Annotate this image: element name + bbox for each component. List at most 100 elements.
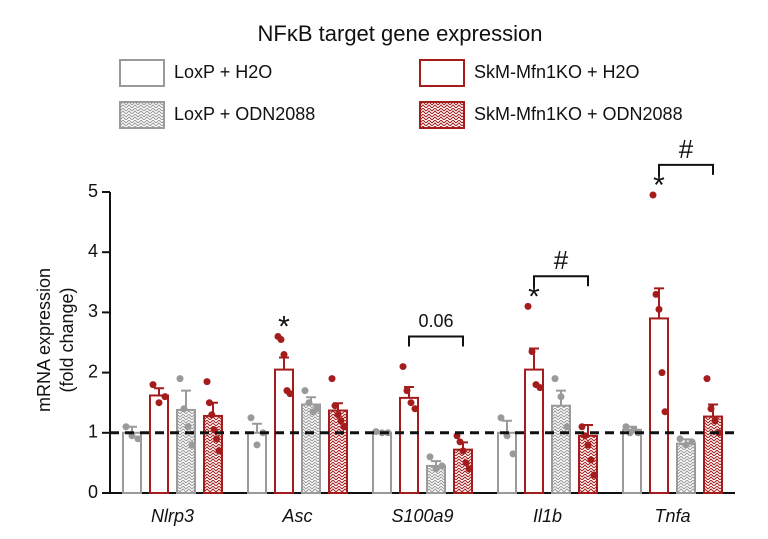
data-point: [122, 423, 130, 431]
error-bar: [431, 460, 441, 466]
x-tick-label: Asc: [281, 506, 312, 526]
bar: [274, 368, 294, 494]
bar: [622, 428, 642, 495]
legend-label: LoxP + ODN2088: [174, 104, 315, 124]
data-point: [649, 191, 657, 199]
data-point: [208, 411, 216, 419]
data-point: [652, 290, 660, 298]
data-point: [305, 399, 313, 407]
data-point: [703, 375, 711, 383]
data-point: [313, 405, 321, 413]
bar: [301, 403, 321, 495]
annotation: *: [528, 280, 540, 313]
data-point: [188, 441, 196, 449]
data-point: [176, 375, 184, 383]
data-point: [149, 381, 157, 389]
data-point: [551, 375, 559, 383]
data-point: [622, 423, 630, 431]
bar: [676, 442, 696, 494]
data-point: [661, 408, 669, 416]
bracket: [408, 335, 464, 347]
data-point: [682, 441, 690, 449]
annotation: *: [278, 310, 290, 343]
bracket: [658, 163, 714, 175]
data-point: [578, 423, 586, 431]
data-point: [459, 447, 467, 455]
data-point: [676, 435, 684, 443]
annotation: 0.06: [418, 311, 453, 331]
bar: [703, 415, 723, 494]
data-point: [328, 375, 336, 383]
legend-label: LoxP + H2O: [174, 62, 272, 82]
bar: [328, 409, 348, 494]
data-point: [688, 438, 696, 446]
data-point: [253, 441, 261, 449]
error-bar: [154, 387, 164, 396]
data-point: [337, 417, 345, 425]
bar: [176, 408, 196, 495]
bar: [551, 404, 571, 494]
x-tick-label: Tnfa: [654, 506, 690, 526]
legend-label: SkM-Mfn1KO + H2O: [474, 62, 640, 82]
data-point: [340, 423, 348, 431]
y-tick-label: 5: [88, 181, 98, 201]
data-point: [590, 471, 598, 479]
data-point: [509, 450, 517, 458]
data-point: [465, 465, 473, 473]
data-point: [161, 393, 169, 401]
data-point: [247, 414, 255, 422]
data-point: [277, 335, 285, 343]
data-point: [155, 399, 163, 407]
data-point: [411, 405, 419, 413]
data-point: [438, 462, 446, 470]
data-point: [524, 302, 532, 310]
y-tick-label: 0: [88, 482, 98, 502]
data-point: [557, 393, 565, 401]
data-point: [528, 348, 536, 356]
data-point: [301, 387, 309, 395]
data-point: [286, 390, 294, 398]
annotation: *: [653, 169, 665, 202]
data-point: [203, 378, 211, 386]
data-point: [536, 384, 544, 392]
data-point: [334, 411, 342, 419]
bar: [149, 394, 169, 495]
data-point: [584, 441, 592, 449]
data-point: [280, 351, 288, 359]
x-tick-label: Nlrp3: [151, 506, 194, 526]
legend-swatch: [119, 59, 165, 87]
legend-label: SkM-Mfn1KO + ODN2088: [474, 104, 683, 124]
data-point: [331, 402, 339, 410]
error-bar: [252, 422, 262, 433]
data-point: [432, 465, 440, 473]
chart-title: NFκB target gene expression: [258, 21, 543, 46]
bracket: [533, 275, 589, 287]
x-tick-label: Il1b: [533, 506, 562, 526]
data-point: [213, 435, 221, 443]
data-point: [205, 399, 213, 407]
annotation: #: [679, 134, 694, 164]
legend-swatch: [419, 59, 465, 87]
x-tick-label: S100a9: [391, 506, 453, 526]
data-point: [184, 423, 192, 431]
data-point: [711, 417, 719, 425]
data-point: [180, 405, 188, 413]
legend-swatch: [119, 101, 165, 129]
data-point: [658, 369, 666, 377]
data-point: [655, 305, 663, 313]
y-axis-label: mRNA expression: [34, 268, 54, 412]
y-axis-label: (fold change): [57, 287, 77, 392]
y-tick-label: 2: [88, 361, 98, 381]
legend-swatch: [419, 101, 465, 129]
data-point: [399, 363, 407, 371]
error-bar: [502, 419, 512, 433]
data-point: [403, 387, 411, 395]
bar: [497, 431, 517, 494]
data-point: [563, 423, 571, 431]
data-point: [426, 453, 434, 461]
data-point: [707, 405, 715, 413]
y-tick-label: 1: [88, 422, 98, 442]
annotation: #: [554, 245, 569, 275]
data-point: [215, 447, 223, 455]
